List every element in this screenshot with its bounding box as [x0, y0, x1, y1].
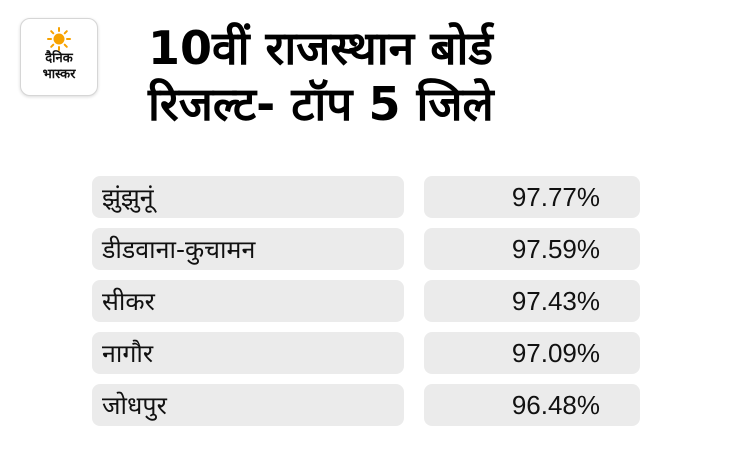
- district-name: जोधपुर: [92, 384, 404, 426]
- title-line-1: 10वीं राजस्थान बोर्ड: [148, 21, 493, 75]
- district-name: डीडवाना-कुचामन: [92, 228, 404, 270]
- sun-icon: [47, 27, 71, 51]
- district-percent: 97.59%: [424, 228, 640, 270]
- district-row: जोधपुर 96.48%: [92, 384, 640, 426]
- district-results-list: झुंझुनूं 97.77% डीडवाना-कुचामन 97.59% सी…: [92, 176, 640, 436]
- district-name: नागौर: [92, 332, 404, 374]
- logo-line-2: भास्कर: [42, 67, 76, 82]
- district-row: नागौर 97.09%: [92, 332, 640, 374]
- district-name: सीकर: [92, 280, 404, 322]
- district-percent: 97.43%: [424, 280, 640, 322]
- page-title: 10वीं राजस्थान बोर्ड रिजल्ट- टॉप 5 जिले: [148, 20, 708, 132]
- logo-line-1: दैनिक: [45, 51, 73, 66]
- dainik-bhaskar-logo: दैनिक भास्कर: [20, 18, 98, 96]
- title-line-2: रिजल्ट- टॉप 5 जिले: [148, 77, 494, 131]
- district-percent: 96.48%: [424, 384, 640, 426]
- district-name: झुंझुनूं: [92, 176, 404, 218]
- district-row: झुंझुनूं 97.77%: [92, 176, 640, 218]
- district-row: सीकर 97.43%: [92, 280, 640, 322]
- district-row: डीडवाना-कुचामन 97.59%: [92, 228, 640, 270]
- district-percent: 97.77%: [424, 176, 640, 218]
- district-percent: 97.09%: [424, 332, 640, 374]
